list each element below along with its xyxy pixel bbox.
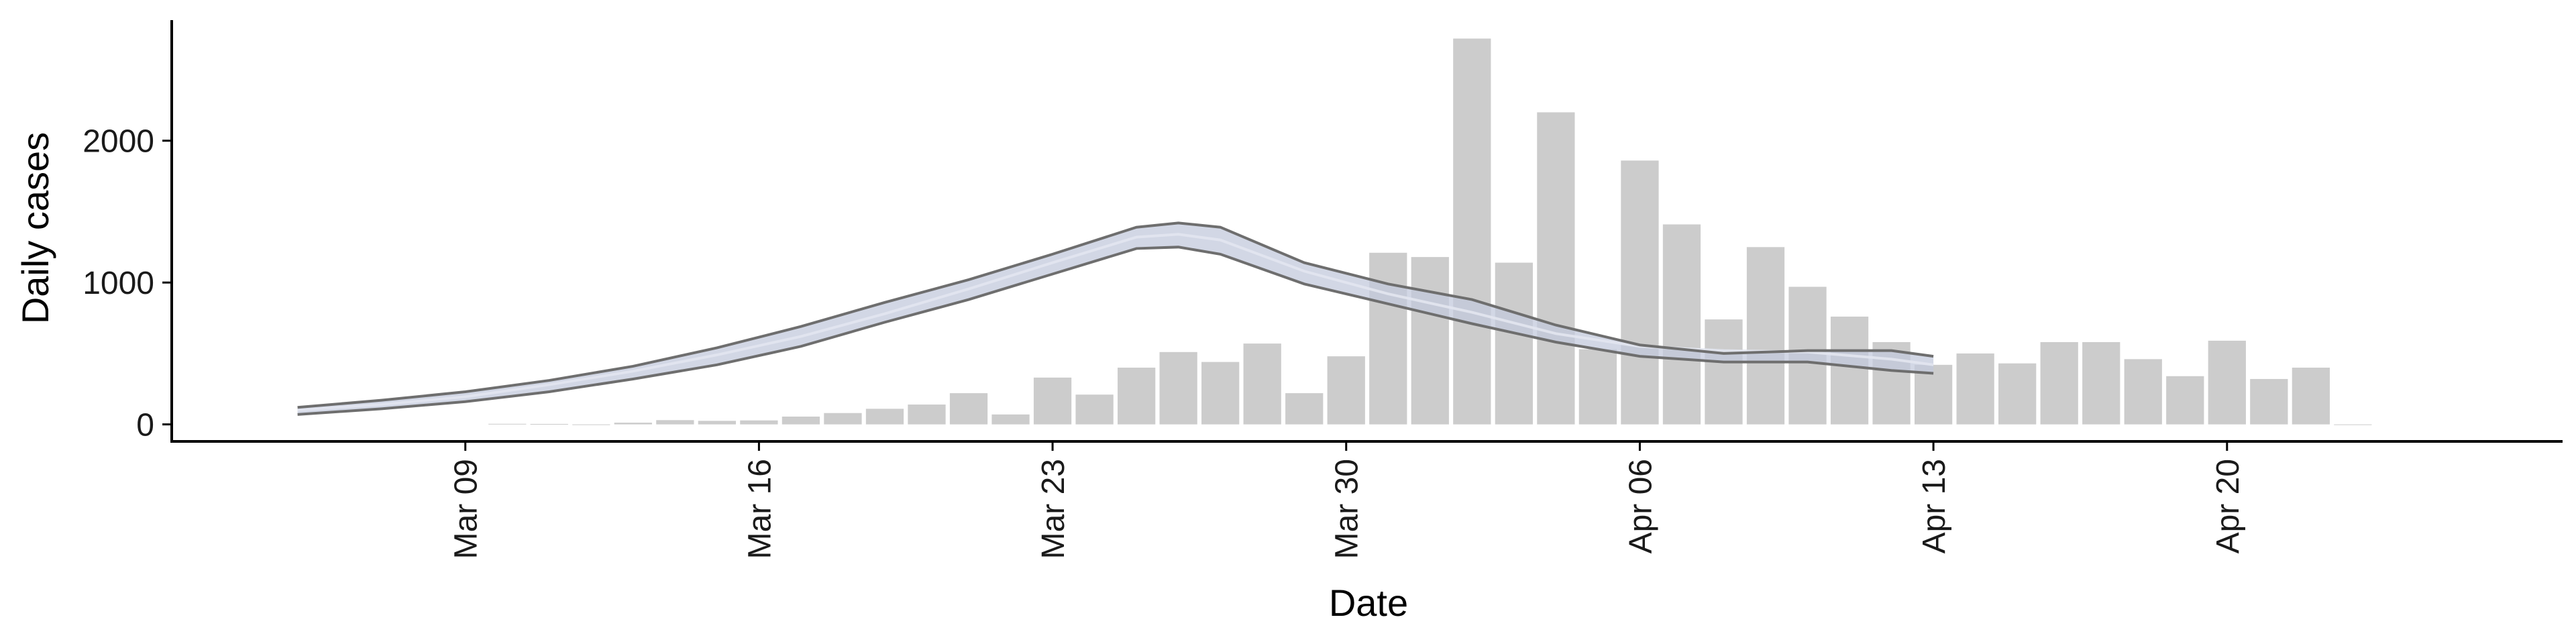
bar-2020-03-22 [991,414,1030,425]
x-tick-label-2020-04-06: Apr 06 [1623,459,1658,553]
bars-layer [488,38,2372,425]
bar-2020-03-17 [782,416,820,425]
bar-2020-03-13 [614,423,652,425]
bar-2020-04-22 [2292,368,2330,425]
bar-2020-04-20 [2208,340,2246,425]
bar-2020-04-18 [2124,359,2162,425]
labels-layer: 0 1000 2000 Mar 09 Mar 16 Mar 23 Mar 30 Apr 06 A… [83,124,2246,559]
bar-2020-03-29 [1285,393,1324,425]
bar-2020-03-27 [1201,362,1240,425]
estimate-lower-line [297,246,1934,416]
bar-2020-04-04 [1537,112,1575,425]
x-axis-title: Date [1329,582,1408,624]
bar-2020-03-10 [488,423,527,425]
x-tick-label-2020-03-16: Mar 16 [742,459,777,559]
x-tick-label-2020-04-20: Apr 20 [2210,459,2246,553]
axes-layer [162,20,2563,451]
bar-2020-04-14 [1956,353,1994,425]
bar-2020-03-20 [908,405,946,425]
bar-2020-04-08 [1705,319,1743,425]
estimate-bounds-layer [297,221,1934,416]
bar-2020-04-19 [2166,376,2204,425]
bar-2020-04-16 [2040,341,2078,425]
bar-2020-03-14 [656,420,694,425]
bar-2020-03-15 [698,421,736,425]
bar-2020-03-24 [1075,394,1114,425]
x-tick-label-2020-03-23: Mar 23 [1036,459,1071,559]
bar-2020-03-31 [1369,252,1407,425]
y-tick-label-0: 0 [136,408,154,443]
y-tick-label-2000: 2000 [83,124,154,160]
bar-2020-04-03 [1495,262,1533,425]
bar-2020-04-15 [1998,363,2037,425]
bar-2020-04-21 [2250,378,2288,425]
y-tick-label-1000: 1000 [83,266,154,301]
bar-2020-04-06 [1621,160,1659,425]
bar-2020-03-21 [949,393,988,425]
bar-2020-04-09 [1746,247,1785,425]
bar-2020-04-01 [1411,257,1449,425]
bar-2020-03-11 [530,423,568,425]
y-axis-title: Daily cases [14,132,56,324]
x-tick-label-2020-03-30: Mar 30 [1330,459,1365,559]
x-tick-label-2020-04-13: Apr 13 [1917,459,1952,553]
bar-2020-03-28 [1243,343,1281,425]
x-tick-label-2020-03-09: Mar 09 [449,459,484,559]
bar-2020-03-25 [1117,368,1156,425]
bar-2020-03-16 [740,420,778,425]
bar-2020-04-11 [1830,316,1869,425]
bar-2020-04-07 [1662,224,1701,425]
bar-2020-04-17 [2082,341,2121,425]
bar-2020-03-26 [1159,352,1197,425]
bar-2020-03-19 [865,409,904,425]
bar-2020-03-18 [824,413,862,425]
bar-2020-03-23 [1033,377,1072,425]
bar-2020-04-02 [1453,38,1491,425]
bar-2020-04-13 [1914,364,1953,425]
bar-2020-04-05 [1578,349,1617,425]
bar-2020-03-30 [1327,356,1365,425]
estimate-upper-line [297,221,1934,409]
